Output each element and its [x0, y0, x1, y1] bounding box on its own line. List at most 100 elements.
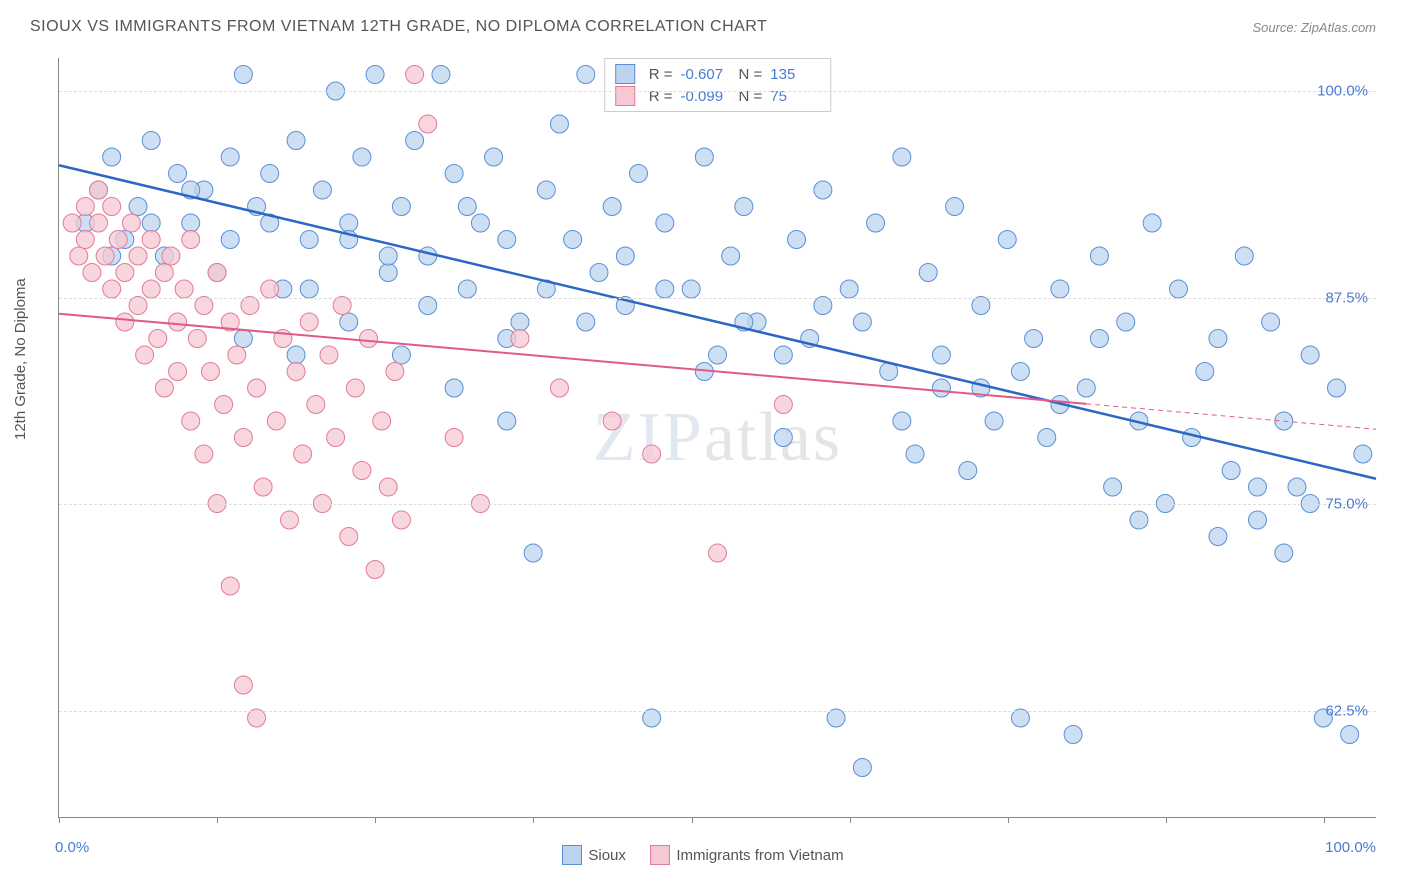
data-point — [603, 198, 621, 216]
data-point — [136, 346, 154, 364]
data-point — [577, 313, 595, 331]
r-label: R = — [649, 66, 673, 83]
data-point — [221, 231, 239, 249]
data-point — [300, 313, 318, 331]
data-point — [221, 148, 239, 166]
data-point — [109, 231, 127, 249]
data-point — [656, 280, 674, 298]
correlation-legend-row: R = -0.099 N = 75 — [615, 85, 821, 107]
data-point — [142, 214, 160, 232]
data-point — [419, 115, 437, 133]
x-tick — [533, 817, 534, 823]
grid-line — [59, 711, 1376, 712]
data-point — [445, 429, 463, 447]
data-point — [366, 561, 384, 579]
data-point — [1354, 445, 1372, 463]
data-point — [840, 280, 858, 298]
data-point — [182, 231, 200, 249]
data-point — [208, 264, 226, 282]
data-point — [458, 280, 476, 298]
trend-line — [59, 165, 1376, 479]
data-point — [234, 429, 252, 447]
legend-item-sioux: Sioux — [562, 845, 626, 865]
data-point — [814, 181, 832, 199]
data-point — [485, 148, 503, 166]
data-point — [550, 379, 568, 397]
data-point — [201, 363, 219, 381]
data-point — [893, 148, 911, 166]
source-label: Source: ZipAtlas.com — [1252, 20, 1376, 35]
data-point — [313, 181, 331, 199]
data-point — [175, 280, 193, 298]
data-point — [142, 132, 160, 150]
data-point — [234, 330, 252, 348]
data-point — [241, 297, 259, 315]
legend-swatch-sioux — [562, 845, 582, 865]
y-axis-label: 12th Grade, No Diploma — [12, 278, 29, 440]
data-point — [616, 247, 634, 265]
data-point — [1090, 247, 1108, 265]
data-point — [1288, 478, 1306, 496]
data-point — [195, 297, 213, 315]
y-tick-label: 87.5% — [1325, 289, 1368, 306]
data-point — [1262, 313, 1280, 331]
data-point — [1327, 379, 1345, 397]
data-point — [550, 115, 568, 133]
data-point — [221, 577, 239, 595]
legend-swatch-sioux — [615, 64, 635, 84]
data-point — [346, 379, 364, 397]
x-tick — [850, 817, 851, 823]
data-point — [195, 445, 213, 463]
data-point — [1341, 726, 1359, 744]
data-point — [340, 313, 358, 331]
data-point — [1130, 511, 1148, 529]
data-point — [445, 379, 463, 397]
data-point — [76, 231, 94, 249]
data-point — [373, 412, 391, 430]
data-point — [169, 165, 187, 183]
data-point — [1235, 247, 1253, 265]
data-point — [116, 313, 134, 331]
data-point — [1222, 462, 1240, 480]
data-point — [985, 412, 1003, 430]
data-point — [142, 231, 160, 249]
data-point — [774, 346, 792, 364]
legend-swatch-vietnam — [650, 845, 670, 865]
data-point — [353, 148, 371, 166]
y-tick-label: 75.0% — [1325, 496, 1368, 513]
data-point — [1064, 726, 1082, 744]
data-point — [234, 66, 252, 84]
trend-line-dashed — [1086, 404, 1376, 429]
data-point — [327, 429, 345, 447]
x-tick — [1008, 817, 1009, 823]
data-point — [1051, 280, 1069, 298]
legend-swatch-vietnam — [615, 86, 635, 106]
data-point — [379, 264, 397, 282]
data-point — [149, 330, 167, 348]
data-point — [1077, 379, 1095, 397]
data-point — [76, 198, 94, 216]
data-point — [254, 478, 272, 496]
data-point — [643, 445, 661, 463]
data-point — [1011, 363, 1029, 381]
data-point — [709, 346, 727, 364]
data-point — [155, 379, 173, 397]
data-point — [406, 66, 424, 84]
data-point — [1025, 330, 1043, 348]
data-point — [90, 214, 108, 232]
data-point — [1038, 429, 1056, 447]
data-point — [419, 247, 437, 265]
data-point — [103, 148, 121, 166]
data-point — [853, 759, 871, 777]
data-point — [458, 198, 476, 216]
x-tick — [59, 817, 60, 823]
data-point — [307, 396, 325, 414]
data-point — [162, 247, 180, 265]
data-point — [379, 478, 397, 496]
data-point — [300, 231, 318, 249]
data-point — [959, 462, 977, 480]
data-point — [261, 280, 279, 298]
correlation-legend-row: R = -0.607 N = 135 — [615, 63, 821, 85]
data-point — [511, 313, 529, 331]
data-point — [629, 165, 647, 183]
